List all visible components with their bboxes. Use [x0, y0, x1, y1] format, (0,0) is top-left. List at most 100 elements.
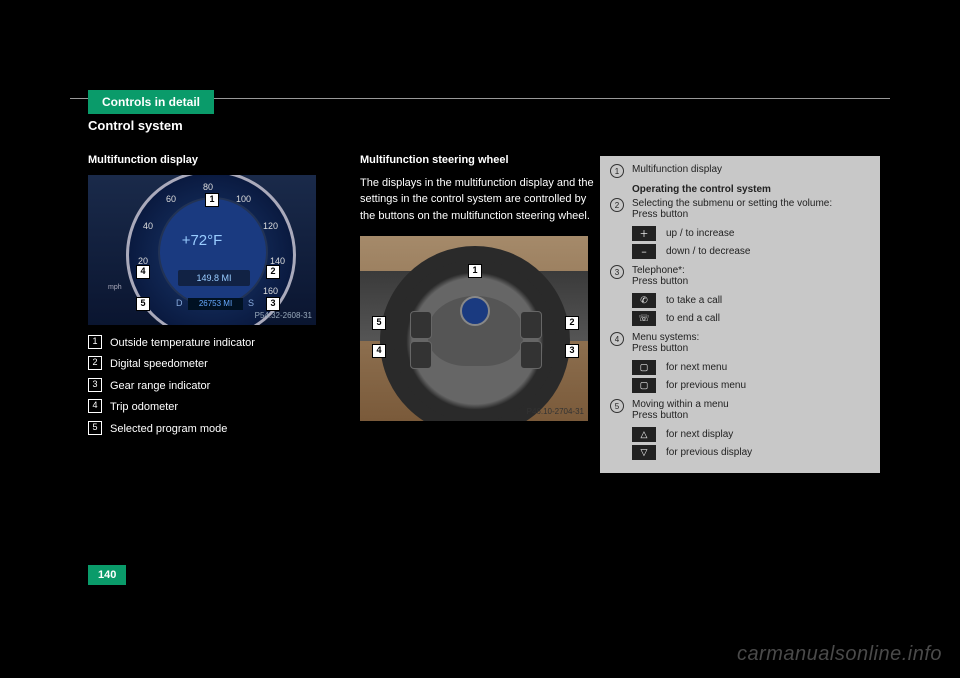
panel-row: 3 Telephone*: Press button	[610, 265, 870, 287]
legend-row: 2 Digital speedometer	[88, 356, 323, 373]
legend-text: Digital speedometer	[110, 356, 208, 373]
legend-num: 3	[88, 378, 102, 392]
panel-text: Moving within a menu Press button	[632, 399, 870, 421]
panel-num: 5	[610, 399, 624, 413]
legend-text: Trip odometer	[110, 399, 178, 416]
temp-display: +72°F	[88, 230, 316, 253]
icon-label: up / to increase	[666, 228, 734, 239]
icon-label: for previous menu	[666, 380, 746, 391]
legend-num: 2	[88, 356, 102, 370]
legend-panel: 1 Multifunction display Operating the co…	[600, 156, 880, 473]
phone-pickup-icon: ✆	[632, 293, 656, 308]
wheel-btn-left-top	[410, 311, 432, 339]
panel-row: 1 Multifunction display	[610, 164, 870, 178]
icon-row: ☏ to end a call	[632, 311, 870, 326]
w-callout-2: 2	[565, 316, 579, 330]
up-icon: △	[632, 427, 656, 442]
icon-row: ▢ for previous menu	[632, 378, 870, 393]
panel-line: Moving within a menu	[632, 399, 729, 410]
panel-line: Selecting the submenu or setting the vol…	[632, 198, 832, 209]
panel-row: 4 Menu systems: Press button	[610, 332, 870, 354]
col1-legend: 1 Outside temperature indicator 2 Digital …	[88, 335, 323, 438]
column-1: Multifunction display 20 40 60 80 100 12…	[88, 152, 323, 442]
header-tab: Controls in detail	[88, 90, 214, 114]
icon-row: ✆ to take a call	[632, 293, 870, 308]
speedometer-figure: 20 40 60 80 100 120 140 160 +72°F 149.8 …	[88, 175, 316, 325]
icon-label: for previous display	[666, 447, 752, 458]
col2-subtitle: Multifunction steering wheel	[360, 152, 595, 169]
speedo-ref: P54.32-2608-31	[255, 310, 312, 322]
panel-press: Press button	[632, 343, 688, 354]
callout-3: 3	[266, 297, 280, 311]
wheel-btn-right-bottom	[520, 341, 542, 369]
panel-text: Selecting the submenu or setting the vol…	[632, 198, 870, 220]
w-callout-1: 1	[468, 264, 482, 278]
panel-text: Multifunction display	[632, 164, 870, 178]
page-number: 140	[88, 565, 126, 585]
panel-row: 2 Selecting the submenu or setting the v…	[610, 198, 870, 220]
panel-press: Press button	[632, 410, 688, 421]
legend-num: 1	[88, 335, 102, 349]
panel-text: Menu systems: Press button	[632, 332, 870, 354]
icon-row: ＋ up / to increase	[632, 226, 870, 241]
icon-label: down / to decrease	[666, 246, 751, 257]
section-title: Control system	[88, 118, 183, 133]
column-2: Multifunction steering wheel The display…	[360, 152, 595, 421]
panel-line: Menu systems:	[632, 332, 699, 343]
down-icon: ▽	[632, 445, 656, 460]
menu-prev-icon: ▢	[632, 378, 656, 393]
tick-100: 100	[236, 193, 251, 207]
legend-text: Gear range indicator	[110, 378, 210, 395]
icon-label: to end a call	[666, 313, 720, 324]
watermark: carmanualsonline.info	[737, 643, 942, 666]
odo-display: 26753 MI	[188, 298, 243, 310]
wheel-ref: P46.10-2704-31	[527, 406, 584, 418]
callout-1: 1	[205, 193, 219, 207]
icon-row: △ for next display	[632, 427, 870, 442]
panel-num: 2	[610, 198, 624, 212]
legend-num: 4	[88, 399, 102, 413]
gear-d: D	[176, 297, 183, 311]
trip-display: 149.8 MI	[178, 270, 250, 286]
legend-text: Outside temperature indicator	[110, 335, 255, 352]
tick-60: 60	[166, 193, 176, 207]
legend-num: 5	[88, 421, 102, 435]
panel-press: Press button	[632, 209, 688, 220]
legend-row: 3 Gear range indicator	[88, 378, 323, 395]
wheel-btn-right-top	[520, 311, 542, 339]
legend-row: 5 Selected program mode	[88, 421, 323, 438]
gear-s: S	[248, 297, 254, 311]
panel-line: Telephone*:	[632, 265, 685, 276]
plus-icon: ＋	[632, 226, 656, 241]
callout-5: 5	[136, 297, 150, 311]
wheel-btn-left-bottom	[410, 341, 432, 369]
phone-hangup-icon: ☏	[632, 311, 656, 326]
mph-label: mph	[108, 283, 122, 294]
manual-page: Controls in detail Control system Multif…	[70, 70, 890, 630]
icon-row: −down / to decrease	[632, 244, 870, 259]
panel-num: 3	[610, 265, 624, 279]
panel-row: 5 Moving within a menu Press button	[610, 399, 870, 421]
callout-2: 2	[266, 265, 280, 279]
menu-next-icon: ▢	[632, 360, 656, 375]
icon-label: for next display	[666, 429, 733, 440]
callout-4: 4	[136, 265, 150, 279]
w-callout-3: 3	[565, 344, 579, 358]
legend-text: Selected program mode	[110, 421, 227, 438]
icon-row: ▢for next menu	[632, 360, 870, 375]
panel-heading: Operating the control system	[632, 184, 870, 195]
col2-paragraph: The displays in the multifunction displa…	[360, 175, 595, 225]
w-callout-4: 4	[372, 344, 386, 358]
w-callout-5: 5	[372, 316, 386, 330]
icon-label: to take a call	[666, 295, 722, 306]
panel-num: 4	[610, 332, 624, 346]
legend-row: 1 Outside temperature indicator	[88, 335, 323, 352]
legend-row: 4 Trip odometer	[88, 399, 323, 416]
minus-icon: −	[632, 244, 656, 259]
panel-num: 1	[610, 164, 624, 178]
icon-row: ▽ for previous display	[632, 445, 870, 460]
panel-text: Telephone*: Press button	[632, 265, 870, 287]
steering-wheel-figure: 1 2 3 4 5 P46.10-2704-31	[360, 236, 588, 421]
panel-press: Press button	[632, 276, 688, 287]
col1-subtitle: Multifunction display	[88, 152, 323, 169]
